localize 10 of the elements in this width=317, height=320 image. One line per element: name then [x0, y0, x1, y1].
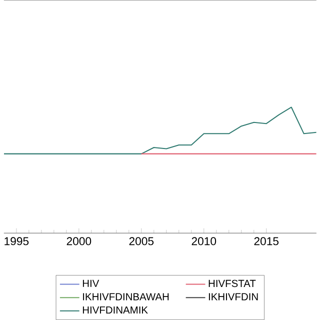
legend-label: IKHIVFDINBAWAH: [83, 293, 169, 300]
x-tick-label: 2010: [192, 237, 216, 246]
legend-label: HIVFSTAT: [209, 280, 256, 288]
x-tick-label: 2000: [67, 237, 92, 246]
legend-label: HIVFDINAMIK: [83, 306, 148, 314]
legend-label: HIV: [83, 280, 100, 287]
legend-label: IKHIVFDIN: [209, 293, 258, 300]
x-tick-label: 1995: [4, 237, 29, 246]
x-tick-label: 2005: [130, 237, 154, 246]
x-tick-label: 2015: [254, 237, 279, 246]
